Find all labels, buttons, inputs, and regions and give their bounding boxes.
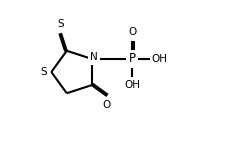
Text: O: O — [127, 27, 136, 37]
Text: O: O — [102, 100, 111, 110]
Text: OH: OH — [123, 80, 139, 90]
Text: N: N — [90, 52, 97, 62]
Text: P: P — [128, 52, 135, 65]
Text: S: S — [40, 67, 47, 77]
Text: S: S — [57, 19, 64, 29]
Text: OH: OH — [151, 54, 167, 64]
